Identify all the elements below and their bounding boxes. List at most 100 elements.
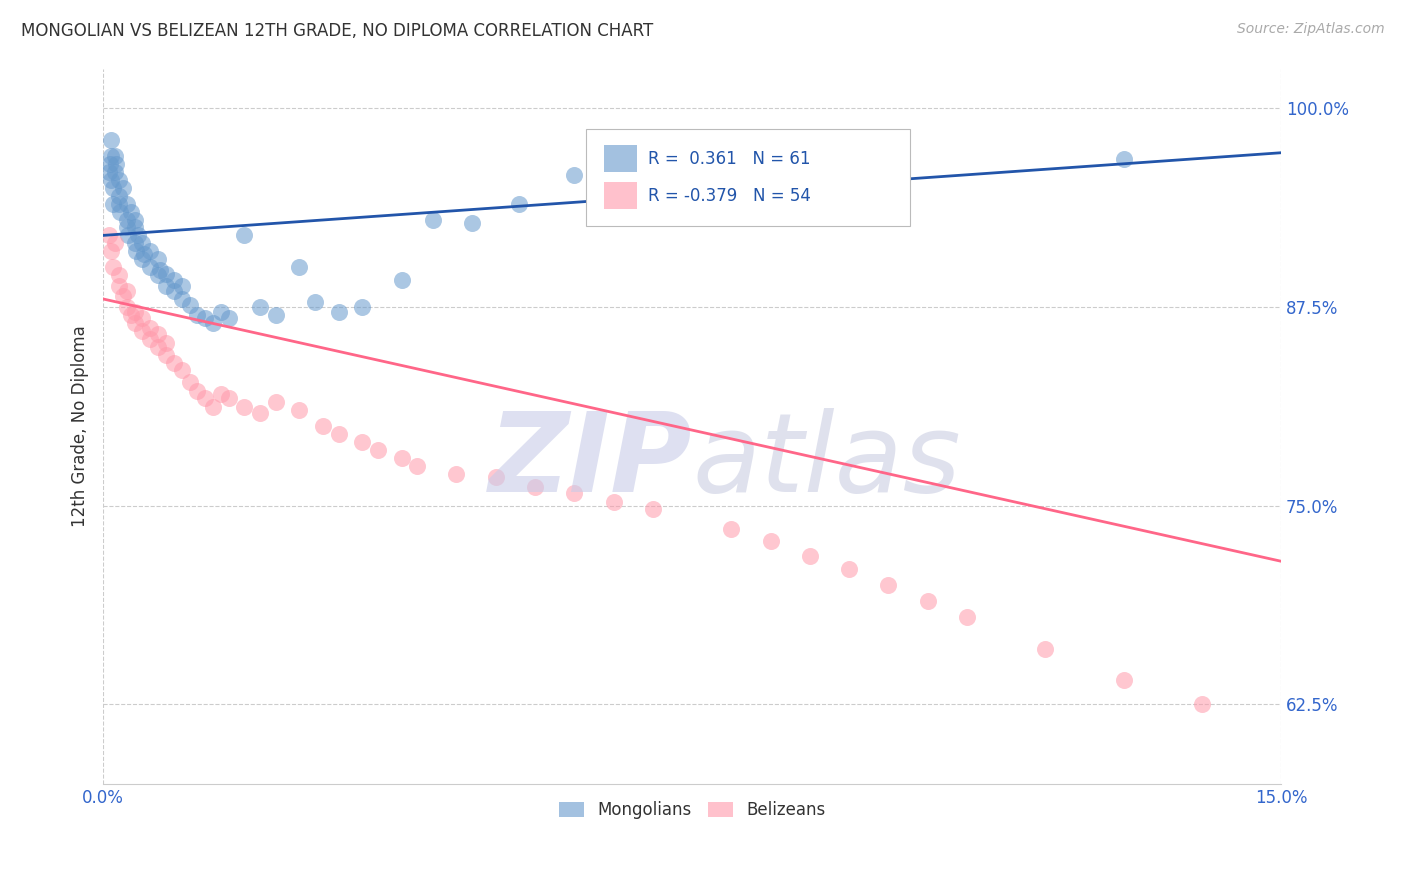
Point [186,308,208,322]
Point [111,289,134,303]
Point [391,450,413,465]
Point [110,204,132,219]
Point [1112,152,1135,166]
Point [103,196,125,211]
Point [264,308,287,322]
Point [641,501,664,516]
Point [98,157,121,171]
FancyBboxPatch shape [586,129,910,226]
Point [104,165,127,179]
Point [146,252,169,267]
Point [264,395,287,409]
Point [108,279,131,293]
Point [1112,673,1135,688]
Text: R = -0.379   N = 54: R = -0.379 N = 54 [648,186,811,205]
Point [146,268,169,282]
Point [155,279,177,293]
Point [139,332,162,346]
Point [131,324,153,338]
Point [288,260,311,275]
Point [406,458,429,473]
Point [209,387,232,401]
Point [131,236,153,251]
Point [124,304,146,318]
Point [799,549,821,564]
Point [103,260,125,275]
Point [111,180,134,194]
Point [149,263,172,277]
Bar [603,145,637,172]
Point [209,304,232,318]
Point [956,610,979,624]
Point [115,212,138,227]
Point [304,295,326,310]
Text: ZIP: ZIP [488,409,692,516]
Point [1035,641,1057,656]
Point [233,228,256,243]
Point [115,284,138,298]
Text: atlas: atlas [692,409,960,516]
Point [179,375,201,389]
Point [104,157,127,171]
Point [508,196,530,211]
Point [446,467,468,481]
Point [288,403,311,417]
Point [124,220,146,235]
Point [461,216,484,230]
Point [139,244,162,259]
Point [127,228,149,243]
Point [367,442,389,457]
Point [602,495,624,509]
Point [877,133,900,147]
Point [170,279,193,293]
Point [186,384,208,399]
Point [120,204,142,219]
Point [202,400,225,414]
Point [877,578,900,592]
Point [108,196,131,211]
Point [391,273,413,287]
Point [100,173,122,187]
Point [104,149,127,163]
Point [104,236,127,251]
Point [163,284,186,298]
Point [163,273,186,287]
Point [139,260,162,275]
Point [422,212,444,227]
Point [124,236,146,251]
Point [485,470,508,484]
Point [163,355,186,369]
Point [352,300,374,314]
Point [641,152,664,166]
Point [120,308,142,322]
Point [155,267,177,281]
Point [115,220,138,235]
Point [100,133,122,147]
Point [1191,698,1213,712]
Text: R =  0.361   N = 61: R = 0.361 N = 61 [648,150,811,168]
Point [98,165,121,179]
Point [759,533,782,548]
Point [108,188,131,202]
Point [125,244,148,259]
Point [101,180,124,194]
Point [312,419,335,434]
Point [194,311,217,326]
Point [170,363,193,377]
Point [117,228,139,243]
Point [720,523,742,537]
Point [170,292,193,306]
Point [139,320,162,334]
Point [155,348,177,362]
Point [233,400,256,414]
Point [98,228,121,243]
Point [155,336,177,351]
Point [131,252,153,267]
Point [100,149,122,163]
Point [124,212,146,227]
Bar [603,182,637,210]
Point [194,391,217,405]
Point [108,173,131,187]
Point [328,304,350,318]
Text: Source: ZipAtlas.com: Source: ZipAtlas.com [1237,22,1385,37]
